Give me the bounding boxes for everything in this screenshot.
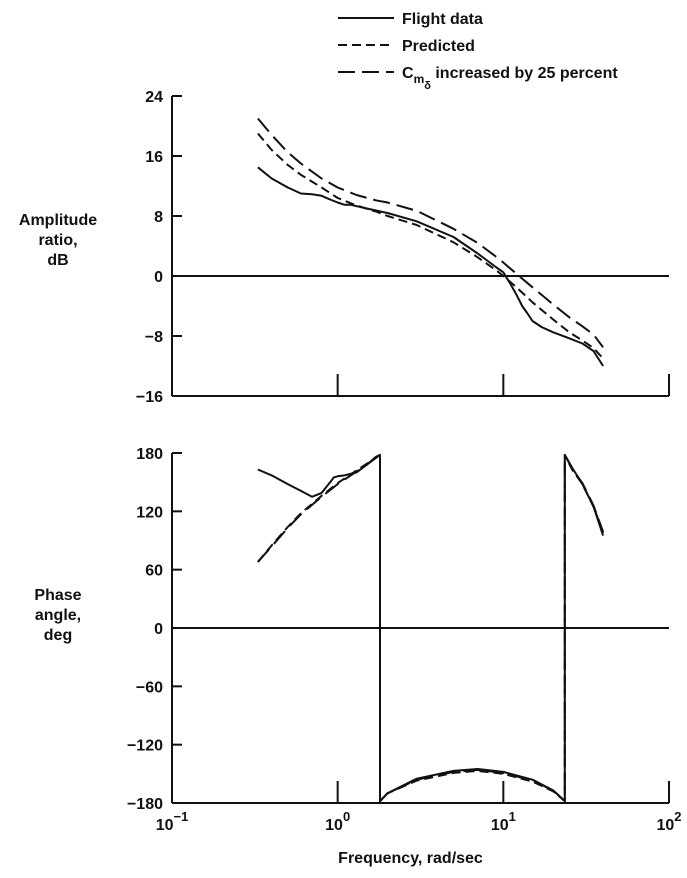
amplitude-panel: 24 16 8 0 −8 −16 Amplitude ratio, dB (19, 89, 670, 406)
phase-y-tick-label: 60 (145, 563, 163, 580)
amplitude-series-longdash (257, 117, 604, 348)
amplitude-series-solid (257, 166, 604, 367)
x-axis-label: Frequency, rad/sec (338, 850, 483, 867)
phase-y-tick-label: −60 (136, 679, 163, 696)
legend: Flight data Predicted Cmδ increased by 2… (338, 11, 618, 92)
amplitude-y-tick-label: 24 (145, 89, 163, 106)
x-tick-label: 100 (325, 809, 350, 834)
amplitude-y-label-line: ratio, (38, 232, 77, 249)
amplitude-y-label-line: dB (47, 252, 68, 269)
phase-y-label-line: deg (44, 627, 72, 644)
phase-y-label-line: Phase (34, 587, 81, 604)
phase-y-label-line: angle, (35, 607, 81, 624)
amplitude-y-tick-label: −8 (145, 329, 163, 346)
legend-label-flight-data: Flight data (402, 11, 483, 28)
amplitude-series-dashed (257, 132, 604, 360)
amplitude-y-tick-label: 16 (145, 149, 163, 166)
phase-y-tick-label: −120 (127, 738, 163, 755)
legend-label-predicted: Predicted (402, 38, 475, 55)
amplitude-y-tick-label: 8 (154, 209, 163, 226)
phase-series-longdash (257, 453, 605, 803)
x-tick-label: 10−1 (156, 809, 189, 834)
amplitude-y-label-line: Amplitude (19, 212, 97, 229)
legend-label-cm-delta: Cmδ increased by 25 percent (402, 65, 618, 92)
x-tick-label: 101 (491, 809, 516, 834)
phase-y-tick-label: 0 (154, 621, 163, 638)
phase-y-tick-label: −180 (127, 796, 163, 813)
amplitude-y-tick-label: −16 (136, 389, 163, 406)
phase-y-tick-label: 180 (136, 446, 163, 463)
x-tick-label: 102 (656, 809, 681, 834)
phase-y-tick-label: 120 (136, 504, 163, 521)
amplitude-y-tick-label: 0 (154, 269, 163, 286)
